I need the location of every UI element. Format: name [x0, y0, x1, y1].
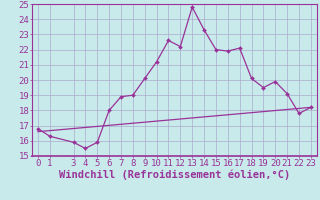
- X-axis label: Windchill (Refroidissement éolien,°C): Windchill (Refroidissement éolien,°C): [59, 169, 290, 180]
